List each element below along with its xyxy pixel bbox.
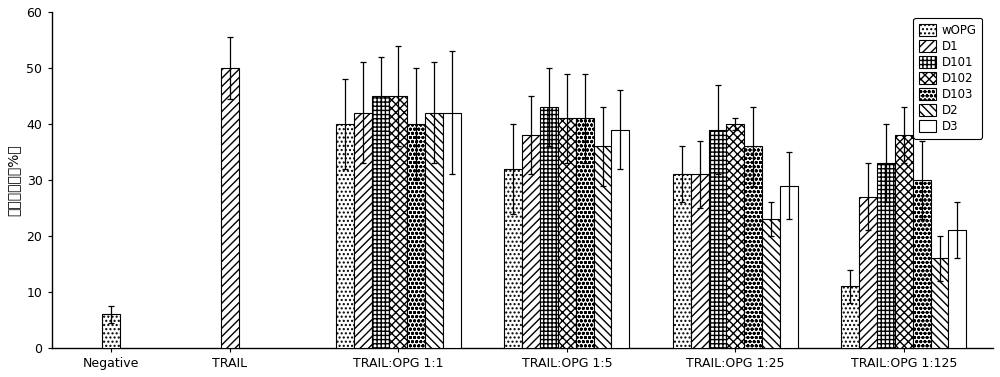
Bar	[931, 258, 948, 348]
Bar	[948, 230, 966, 348]
Bar	[709, 130, 726, 348]
Bar	[336, 124, 354, 348]
Bar	[372, 96, 389, 348]
Bar	[726, 124, 744, 348]
Bar	[594, 146, 611, 348]
Bar	[691, 175, 709, 348]
Y-axis label: 细胞凋亡率（%）: 细胞凋亡率（%）	[7, 144, 21, 216]
Bar	[558, 118, 576, 348]
Bar	[611, 130, 629, 348]
Bar	[443, 113, 461, 348]
Bar	[877, 163, 895, 348]
Bar	[425, 113, 443, 348]
Bar	[522, 135, 540, 348]
Bar	[744, 146, 762, 348]
Bar	[913, 180, 931, 348]
Bar	[762, 219, 780, 348]
Bar	[504, 169, 522, 348]
Bar	[841, 287, 859, 348]
Bar	[673, 175, 691, 348]
Bar	[389, 96, 407, 348]
Bar	[780, 185, 798, 348]
Bar	[895, 135, 913, 348]
Bar	[576, 118, 594, 348]
Bar	[407, 124, 425, 348]
Bar	[354, 113, 372, 348]
Legend: wOPG, D1, D101, D102, D103, D2, D3: wOPG, D1, D101, D102, D103, D2, D3	[913, 18, 982, 139]
Bar	[540, 107, 558, 348]
Bar	[221, 68, 239, 348]
Bar	[102, 314, 120, 348]
Bar	[859, 197, 877, 348]
